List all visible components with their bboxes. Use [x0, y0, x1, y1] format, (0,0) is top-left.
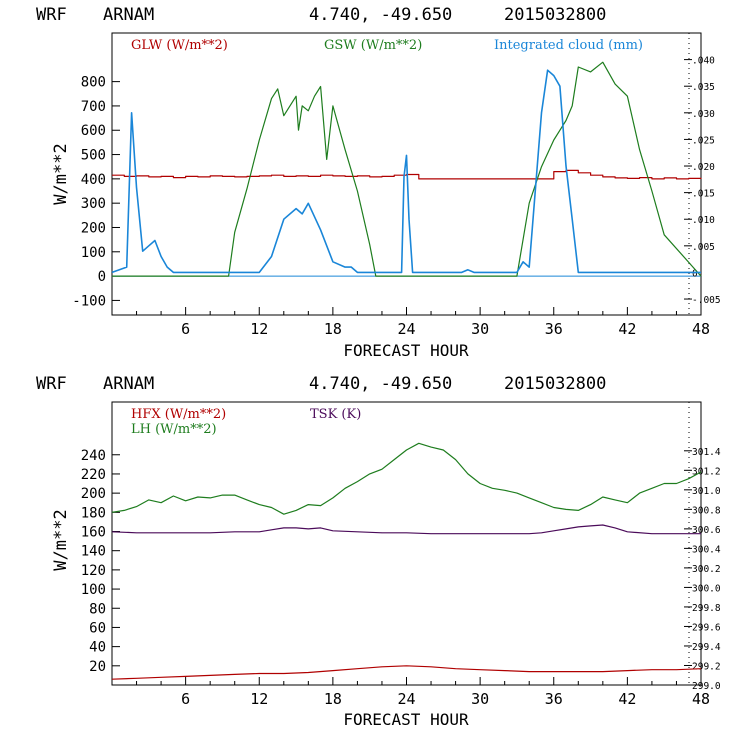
p2-rtick-label-299.4: 299.4 — [692, 642, 721, 653]
p2-rtick-label-300.8: 300.8 — [692, 505, 721, 516]
p1-rtick-label-.025: .025 — [692, 135, 715, 146]
panel1-x-axis: 6 12 18 24 30 36 42 48 — [136, 307, 710, 338]
panel2-right-y-axis: 299.0 299.2 299.4 299.6 299.8 300.0 300.2 300.4… — [684, 447, 721, 692]
p1-rtick-label-.010: .010 — [692, 215, 715, 226]
p2-rtick-label-299.0: 299.0 — [692, 681, 721, 692]
p2-series-hfx — [111, 665, 702, 680]
p1-rtick-label-.030: .030 — [692, 109, 715, 120]
p2-rtick-label-301.0: 301.0 — [692, 486, 721, 497]
p2-xtick-label-36: 36 — [545, 690, 563, 708]
p1-xtick-label-12: 12 — [250, 320, 268, 338]
panel2-legend-tsk: TSK (K) — [310, 407, 361, 422]
p2-ytick-label-200: 200 — [81, 486, 106, 502]
p1-rtick-label-.005: .005 — [692, 242, 715, 253]
p1-ytick-label-500: 500 — [81, 148, 106, 164]
panel2-ylabel: W/m**2 — [51, 509, 71, 570]
p2-ytick-label-80: 80 — [89, 601, 106, 617]
p1-rtick-label--.005: -.005 — [692, 295, 721, 306]
panel1-header-model: WRF — [36, 5, 67, 25]
panel2-legend-lh: LH (W/m**2) — [131, 422, 217, 437]
p1-xtick-label-42: 42 — [618, 320, 636, 338]
p2-ytick-label-160: 160 — [81, 525, 106, 541]
panel1-xlabel: FORECAST HOUR — [343, 341, 469, 360]
p2-ytick-label-180: 180 — [81, 505, 106, 521]
panel2-xlabel: FORECAST HOUR — [343, 710, 469, 729]
panel-heat-flux: WRF ARNAM 4.740, -49.650 2015032800 6 12 1… — [36, 374, 721, 729]
panel1-header-coords: 4.740, -49.650 — [309, 5, 452, 25]
p2-xtick-label-30: 30 — [471, 690, 489, 708]
p1-ytick-label-600: 600 — [81, 123, 106, 139]
p1-ytick-label-100: 100 — [81, 245, 106, 261]
p2-rtick-label-299.6: 299.6 — [692, 622, 721, 633]
p1-ytick-label-700: 700 — [81, 99, 106, 115]
p1-ytick-label-800: 800 — [81, 75, 106, 91]
panel-radiation: WRF ARNAM 4.740, -49.650 2015032800 6 12 1… — [36, 5, 721, 360]
panel2-series — [111, 442, 702, 680]
p2-rtick-label-301.2: 301.2 — [692, 466, 721, 477]
panel2-header-station: ARNAM — [103, 374, 154, 394]
panel1-ylabel: W/m**2 — [51, 143, 71, 204]
p2-xtick-label-6: 6 — [181, 690, 190, 708]
p1-ytick-label--100: -100 — [72, 293, 106, 309]
p2-series-lh — [111, 442, 702, 515]
p1-rtick-label-.035: .035 — [692, 82, 715, 93]
p2-xtick-label-42: 42 — [618, 690, 636, 708]
p2-xtick-label-24: 24 — [397, 690, 415, 708]
p1-xtick-label-48: 48 — [692, 320, 710, 338]
panel2-header-coords: 4.740, -49.650 — [309, 374, 452, 394]
p1-xtick-label-36: 36 — [545, 320, 563, 338]
p1-rtick-label-.015: .015 — [692, 189, 715, 200]
panel1-header-station: ARNAM — [103, 5, 154, 25]
panel2-header-model: WRF — [36, 374, 67, 394]
p2-rtick-label-300.6: 300.6 — [692, 525, 721, 536]
panel1-header-run: 2015032800 — [504, 5, 606, 25]
p2-ytick-label-60: 60 — [89, 620, 106, 636]
panel2-left-y-axis: 20 40 60 80 100 120 140 160 180 200 220 240 — [81, 448, 120, 675]
p1-ytick-label-200: 200 — [81, 220, 106, 236]
p2-xtick-label-12: 12 — [250, 690, 268, 708]
p1-xtick-label-18: 18 — [324, 320, 342, 338]
p2-rtick-label-299.8: 299.8 — [692, 603, 721, 614]
p1-xtick-label-6: 6 — [181, 320, 190, 338]
p1-xtick-label-24: 24 — [397, 320, 415, 338]
p1-ytick-label-300: 300 — [81, 196, 106, 212]
p1-ytick-label-400: 400 — [81, 172, 106, 188]
p2-rtick-label-301.4: 301.4 — [692, 447, 721, 458]
p2-rtick-label-300.0: 300.0 — [692, 583, 721, 594]
p2-rtick-label-299.2: 299.2 — [692, 661, 721, 672]
p2-ytick-label-120: 120 — [81, 563, 106, 579]
p1-xtick-label-30: 30 — [471, 320, 489, 338]
p2-ytick-label-220: 220 — [81, 467, 106, 483]
p2-ytick-label-100: 100 — [81, 582, 106, 598]
panel2-x-axis: 6 12 18 24 30 36 42 48 — [136, 677, 710, 708]
panel1-right-y-axis: -.005 0 .005 .010 .015 .020 .025 .030 .035 .040 — [684, 56, 721, 306]
p1-rtick-label-.040: .040 — [692, 56, 715, 67]
p1-series-glw — [112, 169, 702, 180]
panel2-legend-hfx: HFX (W/m**2) — [131, 407, 226, 422]
p2-xtick-label-48: 48 — [692, 690, 710, 708]
p2-rtick-label-300.4: 300.4 — [692, 544, 721, 555]
p1-rtick-label-.020: .020 — [692, 162, 715, 173]
panel1-series — [111, 61, 702, 277]
p2-ytick-label-40: 40 — [89, 640, 106, 656]
p2-ytick-label-20: 20 — [89, 659, 106, 675]
p2-ytick-label-240: 240 — [81, 448, 106, 464]
p2-xtick-label-18: 18 — [324, 690, 342, 708]
p1-rtick-label-0: 0 — [692, 268, 698, 279]
panel1-left-y-axis: -100 0 100 200 300 400 500 600 700 800 — [72, 75, 701, 309]
panel1-legend-gsw: GSW (W/m**2) — [324, 38, 422, 53]
p2-series-tsk — [111, 524, 701, 535]
p1-ytick-label-0: 0 — [98, 269, 106, 285]
p2-rtick-label-300.2: 300.2 — [692, 564, 721, 575]
p1-series-gsw — [112, 61, 702, 277]
p1-series-cloud — [111, 69, 701, 274]
panel1-legend-glw: GLW (W/m**2) — [131, 38, 228, 53]
p2-ytick-label-140: 140 — [81, 544, 106, 560]
panel2-header-run: 2015032800 — [504, 374, 606, 394]
panel1-legend-cloud: Integrated cloud (mm) — [494, 38, 643, 53]
